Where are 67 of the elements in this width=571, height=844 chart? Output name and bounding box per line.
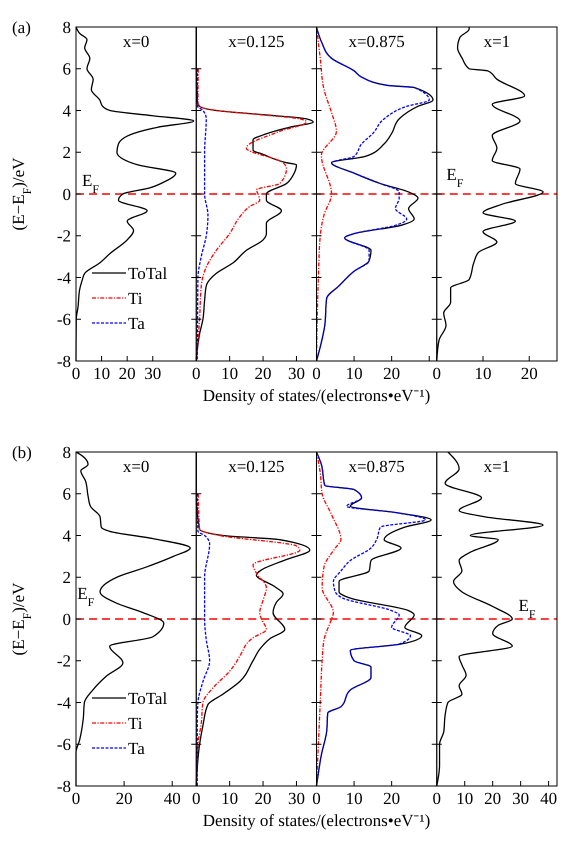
x-tick-label: 20 <box>383 789 400 808</box>
x-tick-label: 10 <box>346 789 363 808</box>
x-tick-label: 10 <box>456 789 474 808</box>
x-tick-label: 30 <box>512 789 530 808</box>
y-tick-label: 2 <box>62 568 71 588</box>
chart-title: x=0.125 <box>228 457 285 476</box>
x-tick-label: 10 <box>93 364 110 383</box>
text: (b) <box>12 443 32 462</box>
y-tick-label: 0 <box>62 184 71 204</box>
y-tick-label: -8 <box>56 352 71 371</box>
chart-title: x=0.875 <box>348 457 405 476</box>
y-tick-label: 8 <box>62 18 71 37</box>
chart-title: x=0.125 <box>228 32 285 51</box>
annotation: E$_{F}$ <box>446 165 464 190</box>
annotation: E$_{F}$ <box>82 171 100 196</box>
y-tick-label: -2 <box>56 226 71 246</box>
x-tick-label: 20 <box>254 789 272 808</box>
annotation: E$_{F}$ <box>518 596 536 621</box>
y-tick-label: -2 <box>56 652 71 671</box>
x-tick-label: 0 <box>432 789 441 808</box>
legend-label: ToTal <box>128 264 168 283</box>
y-tick-label: 0 <box>62 610 71 629</box>
x-axis-title: Density of states/(electrons•eV⁻¹) <box>202 811 430 830</box>
chart-title: x=0 <box>122 32 150 51</box>
x-tick-label: 30 <box>288 789 305 808</box>
x-tick-label: 0 <box>312 364 321 383</box>
x-tick-label: 0 <box>192 789 200 808</box>
x-tick-label: 20 <box>118 364 136 383</box>
text: Ti <box>128 714 143 733</box>
y-tick-label: 6 <box>62 60 71 79</box>
x-tick-label: 10 <box>221 364 238 383</box>
y-tick-label: -6 <box>56 735 71 754</box>
annotation: E$_{F}$ <box>77 584 95 609</box>
y-tick-label: -6 <box>56 310 71 330</box>
x-tick-label: 20 <box>383 364 400 383</box>
x-tick-label: 0 <box>192 364 200 383</box>
x-tick-label: 30 <box>144 364 162 383</box>
y-tick-label: 6 <box>62 484 71 504</box>
chart-title: x=0.875 <box>348 32 405 51</box>
y-tick-label: -4 <box>56 693 72 712</box>
text: Ta <box>128 738 145 758</box>
chart-title: x=0 <box>122 457 150 476</box>
x-tick-label: 20 <box>520 364 538 383</box>
y-tick-label: -4 <box>56 268 72 288</box>
y-tick-label: 4 <box>62 101 72 120</box>
chart-title: x=1 <box>484 457 510 476</box>
x-tick-label: 40 <box>540 789 558 808</box>
x-tick-label: 0 <box>432 364 441 383</box>
x-tick-label: 0 <box>312 789 321 808</box>
y-tick-label: -8 <box>56 776 71 796</box>
x-tick-label: 20 <box>484 789 502 808</box>
y-tick-label: 4 <box>62 526 72 546</box>
x-tick-label: 20 <box>254 364 272 383</box>
text: Ta <box>128 314 145 333</box>
y-tick-label: 8 <box>62 442 71 462</box>
chart-title: x=1 <box>484 32 510 51</box>
x-tick-label: 10 <box>474 364 492 383</box>
x-tick-label: 30 <box>288 364 305 383</box>
y-tick-label: 2 <box>62 143 71 162</box>
x-tick-label: 10 <box>346 364 363 383</box>
x-tick-label: 20 <box>116 789 133 808</box>
x-tick-label: 10 <box>221 789 238 808</box>
legend-label: ToTal <box>128 688 168 708</box>
x-axis-title: Density of states/(electrons•eV⁻¹) <box>202 386 430 405</box>
text: (a) <box>12 18 31 37</box>
x-tick-label: 40 <box>164 789 181 808</box>
text: Ti <box>128 288 143 308</box>
